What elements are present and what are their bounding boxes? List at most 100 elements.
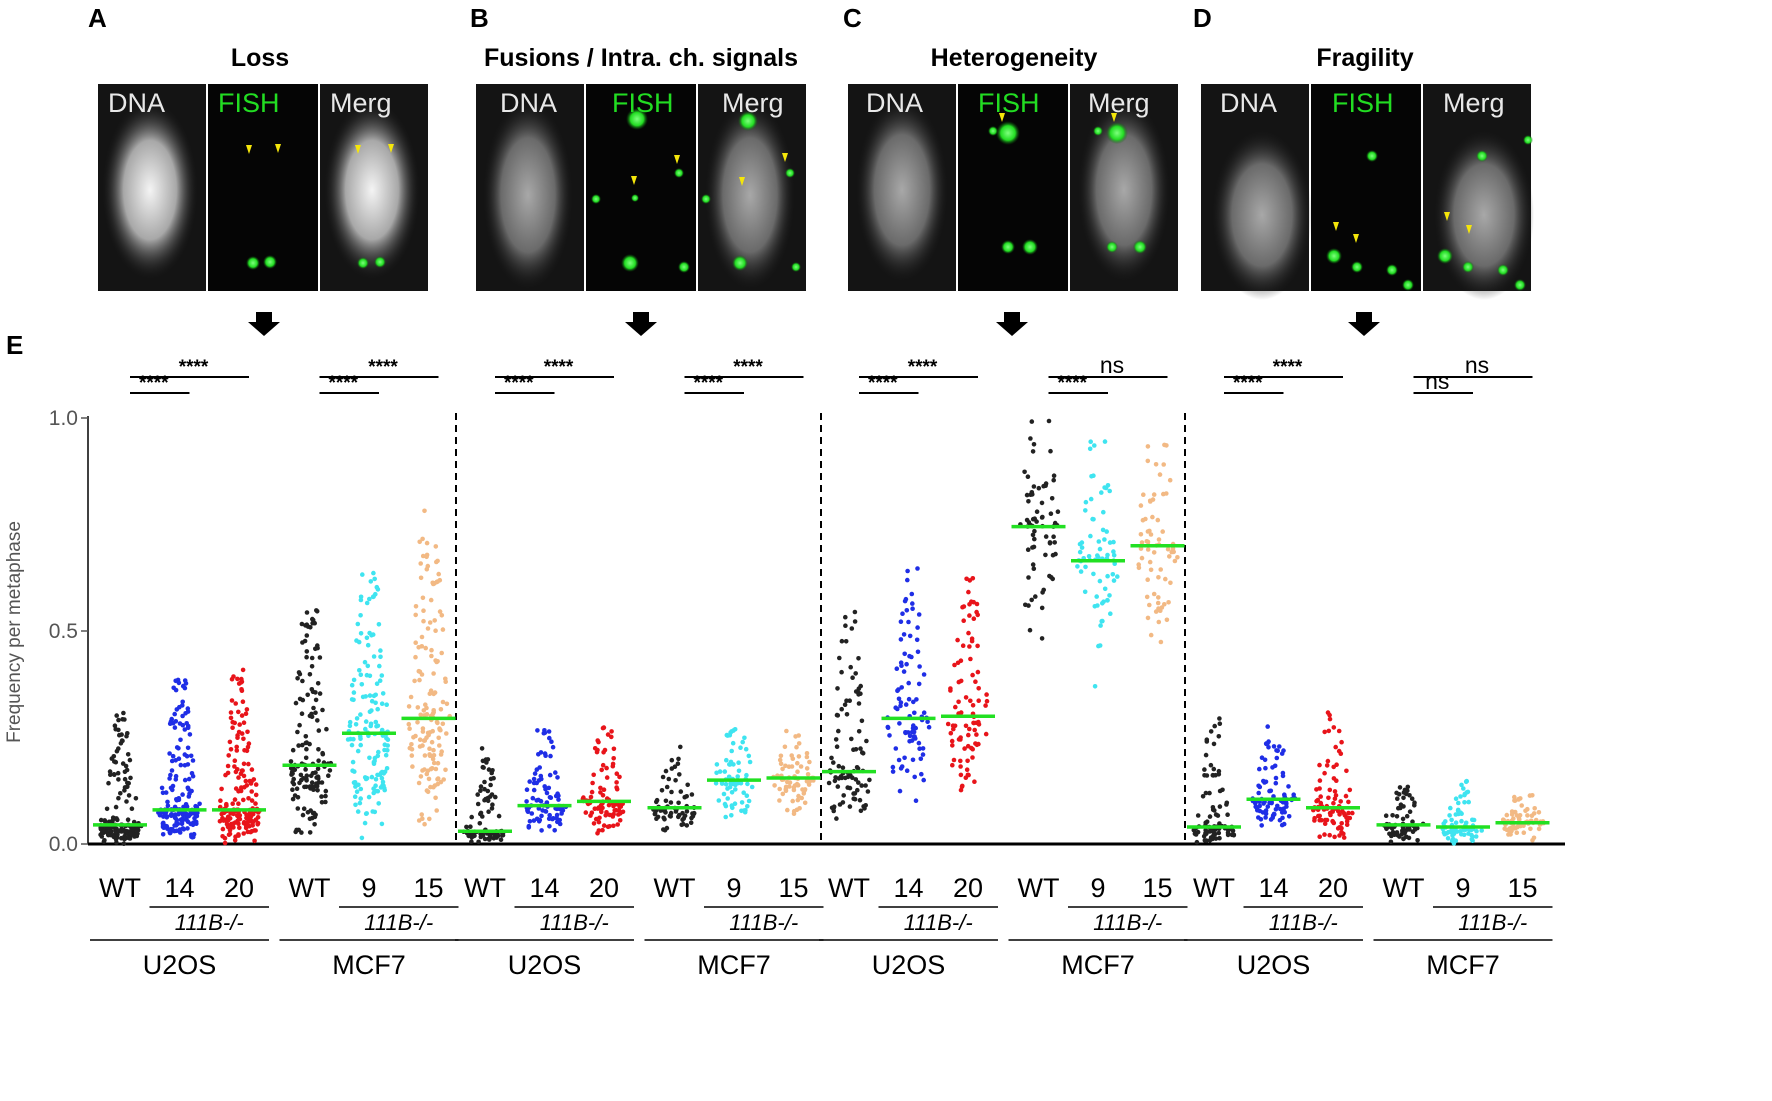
data-point: [804, 754, 810, 760]
data-point: [241, 736, 246, 742]
data-point: [958, 758, 963, 764]
data-point: [1415, 825, 1420, 831]
data-point: [248, 829, 253, 835]
data-point: [951, 757, 957, 763]
data-point: [1027, 627, 1033, 633]
data-point: [853, 747, 859, 752]
data-point: [915, 625, 920, 630]
data-point: [1279, 822, 1285, 828]
data-point: [304, 610, 310, 615]
data-point: [234, 819, 240, 825]
data-point: [1519, 803, 1524, 808]
data-point: [857, 797, 863, 803]
data-point: [1528, 826, 1533, 832]
data-point: [295, 795, 301, 800]
data-point: [1048, 511, 1054, 516]
data-point: [549, 739, 554, 744]
data-point: [371, 693, 377, 699]
channel-label: DNA: [108, 88, 165, 118]
data-point: [834, 744, 840, 749]
data-point: [1473, 834, 1479, 839]
data-point: [1217, 716, 1222, 721]
data-point: [1140, 517, 1146, 523]
data-point: [114, 748, 120, 754]
arrow-down-icon: [1348, 312, 1380, 336]
data-point: [379, 769, 385, 775]
data-point: [500, 833, 505, 838]
data-point: [363, 811, 369, 816]
data-point: [655, 814, 661, 820]
data-point: [550, 816, 555, 822]
x-category-label: WT: [464, 873, 506, 903]
y-tick-label: 0.0: [49, 833, 78, 856]
data-point: [904, 661, 909, 667]
x-category-label: WT: [654, 873, 696, 903]
data-point: [792, 783, 798, 788]
data-point: [126, 793, 132, 798]
data-point: [228, 710, 234, 715]
data-point: [429, 739, 435, 745]
data-point: [970, 755, 975, 760]
data-point: [617, 818, 623, 823]
data-point: [1147, 602, 1152, 608]
data-point: [1269, 800, 1274, 806]
data-point: [532, 771, 538, 776]
significance-label: ****: [328, 373, 358, 394]
data-point: [1268, 817, 1274, 822]
data-point: [601, 750, 606, 755]
data-point: [1193, 832, 1199, 837]
data-point: [422, 508, 427, 514]
data-point: [898, 703, 903, 709]
data-point: [976, 686, 981, 691]
data-point: [912, 710, 917, 716]
data-point: [1343, 793, 1349, 799]
x-category-label: 15: [1142, 873, 1172, 903]
data-point: [1043, 552, 1048, 558]
data-point: [772, 783, 777, 788]
data-point: [478, 784, 484, 789]
data-point: [1383, 813, 1389, 818]
data-point: [1096, 539, 1102, 544]
data-point: [182, 727, 188, 732]
data-point: [897, 788, 903, 794]
data-point: [714, 770, 719, 776]
data-point: [1525, 813, 1530, 818]
data-point: [1333, 744, 1338, 750]
data-point: [1279, 751, 1285, 756]
data-point: [917, 746, 922, 751]
data-point: [778, 753, 784, 759]
data-point: [729, 813, 734, 818]
arrowhead-icon: [674, 155, 680, 164]
data-point: [297, 722, 302, 728]
data-point: [853, 777, 859, 782]
data-point: [796, 741, 802, 746]
data-point: [524, 799, 529, 804]
data-point: [729, 748, 734, 754]
data-point: [362, 820, 368, 826]
data-point: [290, 787, 295, 792]
significance-label: ****: [544, 357, 574, 378]
data-point: [313, 710, 318, 715]
data-point: [801, 791, 807, 796]
data-point: [688, 820, 694, 825]
data-point: [230, 725, 235, 730]
genotype-label: 111B-/-: [1458, 910, 1527, 935]
data-point: [1479, 828, 1484, 833]
data-point: [1337, 833, 1342, 838]
data-point: [1504, 812, 1510, 818]
data-point: [1039, 605, 1045, 611]
data-point: [188, 753, 194, 759]
data-point: [1462, 800, 1467, 805]
arrowhead-icon: [246, 145, 252, 154]
data-point: [964, 767, 970, 772]
data-point: [384, 735, 389, 741]
data-point: [130, 827, 136, 832]
data-point: [356, 639, 362, 645]
data-point: [595, 831, 600, 836]
data-point: [124, 733, 129, 739]
data-point: [1202, 767, 1207, 772]
data-point: [295, 676, 300, 681]
data-point: [367, 709, 373, 715]
data-point: [290, 747, 296, 753]
data-point: [976, 698, 981, 703]
